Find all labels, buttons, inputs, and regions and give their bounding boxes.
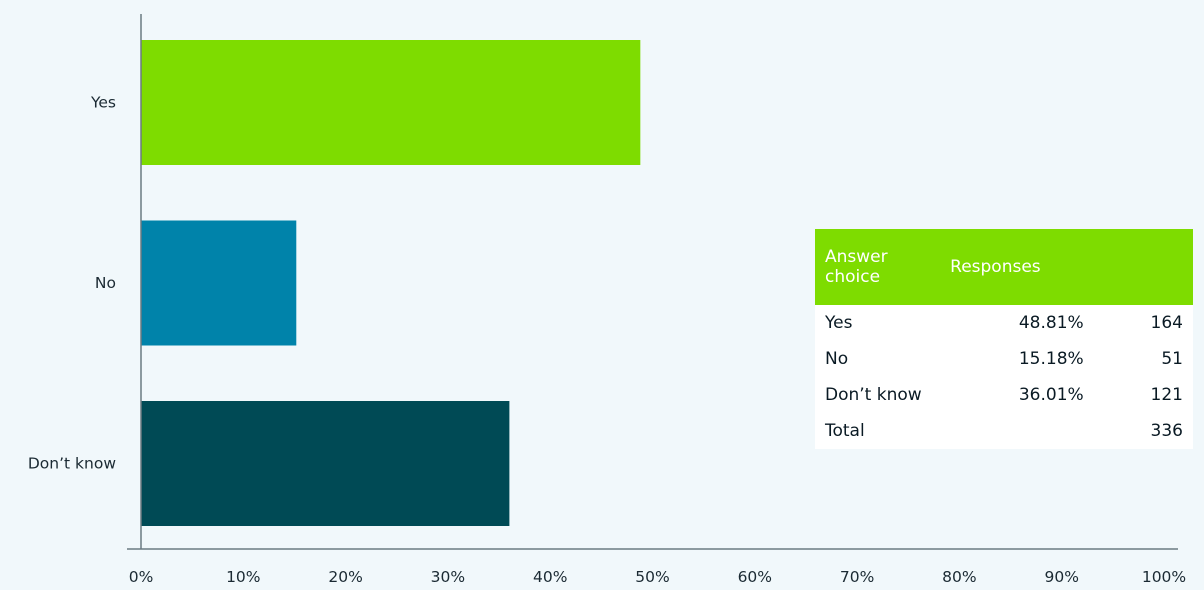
row-choice: Don’t know [825, 385, 922, 405]
x-tick-labels: 0% 10% 20% 30% 40% 50% 60% 70% 80% 90% 100% [129, 568, 1186, 586]
bar-no [141, 220, 297, 346]
row-percent: 15.18% [1018, 349, 1084, 369]
x-tick-label: 10% [226, 568, 260, 586]
category-labels: Yes No Don’t know [28, 94, 116, 473]
table-total-row: Total 336 [815, 413, 1193, 449]
row-choice: Yes [825, 313, 853, 333]
bar-don-t-know [141, 401, 510, 526]
responses-table: Answer choice Responses Yes 48.81% 164 N… [815, 229, 1193, 449]
table-row: No 15.18% 51 [815, 341, 1193, 377]
row-count: 51 [1161, 349, 1183, 369]
row-count: 121 [1150, 385, 1183, 405]
category-label: No [95, 274, 116, 292]
count-header [1111, 229, 1193, 305]
table-row: Don’t know 36.01% 121 [815, 377, 1193, 413]
x-tick-label: 20% [328, 568, 362, 586]
bars-group [141, 40, 641, 526]
total-label: Total [825, 421, 865, 441]
x-tick-label: 80% [942, 568, 976, 586]
row-percent: 36.01% [1018, 385, 1084, 405]
x-tick-label: 100% [1142, 568, 1186, 586]
table-header-row: Answer choice Responses [815, 229, 1193, 305]
x-tick-label: 60% [738, 568, 772, 586]
x-tick-label: 70% [840, 568, 874, 586]
responses-header: Responses [940, 229, 1112, 305]
x-tick-label: 30% [431, 568, 465, 586]
category-label: Yes [90, 94, 116, 112]
category-label: Don’t know [28, 455, 116, 473]
row-percent: 48.81% [1018, 313, 1084, 333]
x-tick-label: 0% [129, 568, 154, 586]
x-tick-label: 50% [635, 568, 669, 586]
answer-choice-header: Answer choice [815, 229, 941, 305]
total-count: 336 [1150, 421, 1183, 441]
row-choice: No [825, 349, 849, 369]
row-count: 164 [1150, 313, 1183, 333]
bar-yes [141, 40, 641, 165]
table-row: Yes 48.81% 164 [815, 305, 1193, 341]
total-spacer [940, 413, 1112, 449]
x-tick-label: 40% [533, 568, 567, 586]
x-tick-label: 90% [1044, 568, 1078, 586]
